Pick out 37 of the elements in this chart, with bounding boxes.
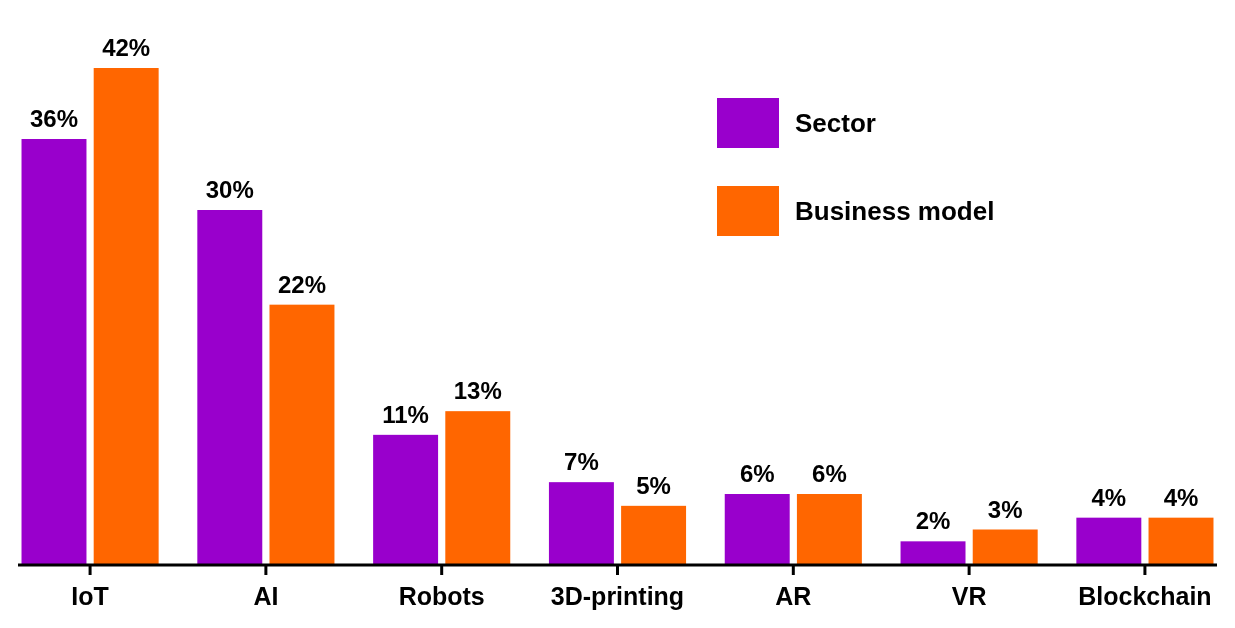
- bar: [972, 529, 1038, 565]
- bar: [796, 494, 862, 565]
- data-label: 2%: [915, 507, 951, 535]
- data-label: 6%: [739, 460, 775, 487]
- data-label: 3%: [987, 495, 1023, 523]
- bar: [93, 68, 159, 565]
- bar: [445, 411, 511, 565]
- bar: [621, 505, 687, 565]
- x-tick-label: VR: [951, 582, 987, 610]
- legend-label: Sector: [795, 108, 876, 138]
- data-label: 13%: [453, 377, 502, 405]
- data-label: 5%: [636, 471, 671, 499]
- bar: [373, 434, 439, 565]
- data-label: 30%: [205, 176, 254, 203]
- bar: [900, 541, 966, 565]
- data-label: 6%: [812, 460, 847, 487]
- bar: [548, 482, 614, 565]
- x-tick-label: Blockchain: [1078, 582, 1212, 610]
- bar: [269, 304, 335, 565]
- bar: [1148, 517, 1214, 565]
- data-label: 42%: [102, 34, 151, 61]
- x-tick-label: AR: [775, 582, 812, 610]
- data-label: 22%: [277, 270, 326, 298]
- x-tick-label: AI: [253, 582, 279, 610]
- data-label: 36%: [29, 105, 79, 132]
- bar: [724, 494, 790, 565]
- x-tick-label: IoT: [71, 582, 109, 610]
- legend-label: Business model: [795, 196, 995, 226]
- data-label: 11%: [382, 400, 429, 428]
- data-label: 4%: [1091, 483, 1127, 511]
- x-tick-label: Robots: [398, 582, 485, 610]
- bar: [21, 139, 87, 565]
- bar: [1076, 517, 1142, 565]
- x-tick-label: 3D-printing: [550, 582, 685, 610]
- bar: [197, 210, 263, 565]
- data-label: 7%: [564, 448, 599, 476]
- data-label: 4%: [1163, 483, 1199, 511]
